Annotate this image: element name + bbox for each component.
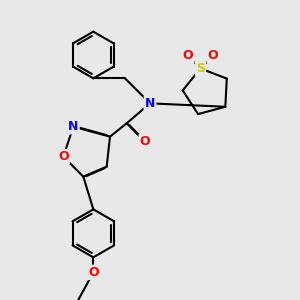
Text: O: O	[58, 150, 69, 163]
Text: O: O	[140, 135, 150, 148]
Text: O: O	[208, 49, 218, 62]
Text: N: N	[145, 97, 155, 110]
Text: O: O	[182, 49, 193, 62]
Text: N: N	[68, 120, 79, 133]
Text: S: S	[196, 62, 205, 75]
Text: O: O	[88, 266, 99, 279]
